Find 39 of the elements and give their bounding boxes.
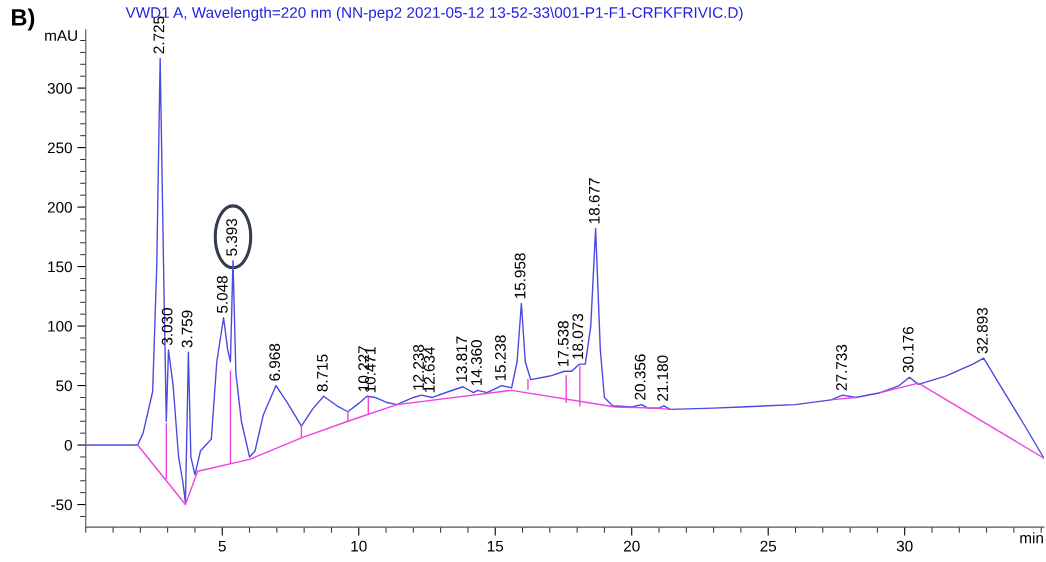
annotation: 3.759 (181, 310, 193, 348)
y-tick-label: -50 (51, 499, 72, 511)
annotation: 18.073 (572, 313, 584, 359)
annotation: 14.360 (471, 340, 482, 385)
y-tick-label: 0 (64, 439, 72, 451)
annotation: 20.356 (634, 354, 646, 400)
annotation: 3.030 (161, 308, 173, 346)
annotation: 27.733 (836, 344, 847, 391)
x-tick-label: 5 (218, 540, 226, 552)
annotation: 12.634 (423, 347, 435, 393)
y-tick-label: 50 (56, 380, 72, 392)
x-tick-label: 25 (760, 540, 777, 552)
annotation: 13.817 (456, 336, 468, 382)
y-tick-label: 150 (48, 261, 72, 273)
annotation: 17.538 (557, 321, 569, 366)
x-tick-label: 15 (487, 540, 504, 552)
line-series (85, 57, 1044, 503)
x-tick-label: 20 (623, 540, 640, 552)
annotation: 15.238 (495, 335, 506, 381)
x-tick-label: 10 (351, 540, 367, 552)
annotation: 15.958 (514, 253, 526, 299)
y-tick-label: 300 (47, 82, 72, 94)
y-tick-label: 250 (47, 142, 72, 154)
annotation: 21.180 (657, 355, 669, 401)
annotation: 8.715 (316, 354, 328, 392)
y-axis-title: mAU (45, 30, 77, 42)
annotation: 6.968 (269, 343, 281, 381)
annotation: 32.893 (976, 307, 988, 354)
annotation: 5.393 (226, 218, 238, 256)
x-tick-label: 30 (896, 540, 913, 552)
y-tick-label: 100 (48, 320, 72, 332)
annotation: 18.677 (588, 178, 600, 224)
annotation: 30.176 (902, 327, 914, 373)
annotation: 2.725 (153, 16, 165, 54)
annotation: 5.048 (216, 276, 228, 313)
x-axis-title: min (1020, 532, 1043, 544)
annotation: 12.238 (413, 344, 424, 390)
text: B) (12, 8, 35, 31)
y-tick-label: 200 (47, 201, 72, 213)
